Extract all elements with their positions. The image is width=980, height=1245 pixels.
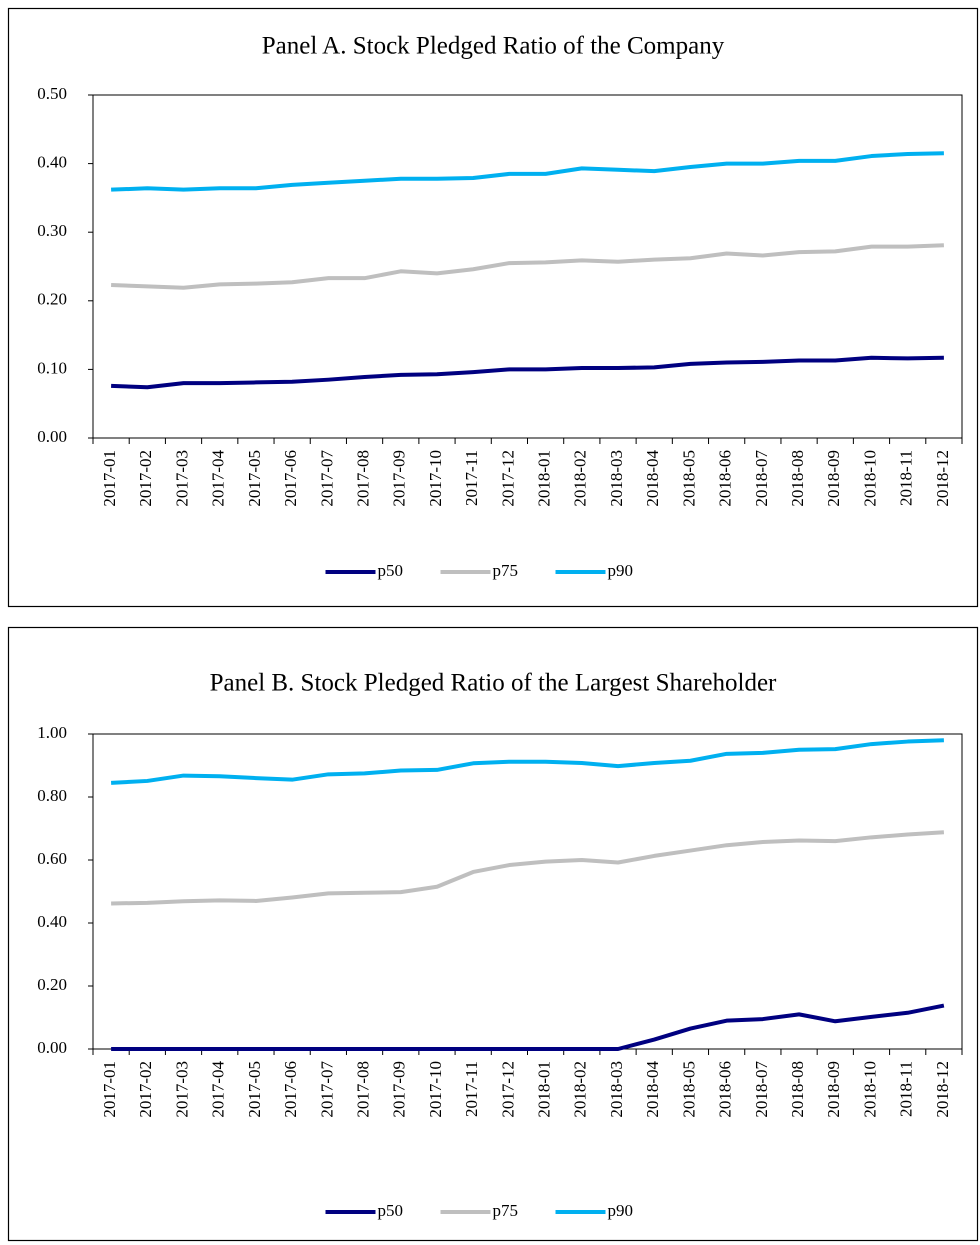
line-series	[111, 830, 945, 906]
x-tick-label: 2017-01	[100, 450, 119, 507]
x-tick-label: 2017-12	[498, 450, 517, 507]
plot-border	[92, 733, 963, 1050]
x-tick-label: 2018-12	[933, 450, 952, 507]
legend-label: p50	[378, 561, 404, 580]
y-tick-label: 0.20	[37, 975, 67, 994]
x-tick-label: 2018-04	[643, 450, 662, 507]
y-tick-label: 0.10	[37, 358, 67, 377]
chart-title: Panel A. Stock Pledged Ratio of the Comp…	[262, 33, 725, 60]
x-tick-label: 2017-08	[353, 450, 372, 507]
x-tick-label: 2017-08	[353, 1061, 372, 1118]
line-series	[111, 151, 944, 192]
x-tick-label: 2018-11	[897, 450, 916, 506]
x-tick-label: 2017-05	[245, 450, 264, 507]
y-tick-label: 0.40	[37, 912, 67, 931]
x-tick-label: 2018-05	[679, 1061, 698, 1118]
line-series	[111, 355, 944, 390]
y-tick-label: 0.20	[37, 290, 67, 309]
legend-label: p50	[378, 1201, 404, 1220]
x-tick-label: 2017-06	[281, 1061, 300, 1118]
x-tick-label: 2017-03	[172, 450, 191, 507]
x-tick-label: 2017-07	[317, 1061, 336, 1118]
x-tick-label: 2018-01	[535, 1061, 554, 1118]
x-tick-label: 2017-12	[498, 1061, 517, 1118]
y-tick-label: 0.40	[37, 153, 67, 172]
y-tick-label: 0.30	[37, 221, 67, 240]
y-tick-label: 0.80	[37, 786, 67, 805]
x-tick-label: 2018-03	[607, 1061, 626, 1118]
x-tick-label: 2017-11	[462, 1061, 481, 1117]
legend-label: p75	[493, 1201, 519, 1220]
legend-label: p90	[608, 561, 634, 580]
x-tick-label: 2018-06	[716, 450, 735, 507]
x-tick-label: 2017-04	[209, 1061, 228, 1118]
panel-border	[7, 7, 979, 608]
x-tick-label: 2018-01	[535, 450, 554, 507]
x-tick-label: 2017-01	[100, 1061, 119, 1118]
x-tick-label: 2018-02	[571, 1061, 590, 1118]
x-tick-label: 2017-02	[136, 1061, 155, 1118]
x-tick-label: 2017-07	[317, 450, 336, 507]
x-tick-label: 2018-10	[860, 450, 879, 507]
x-tick-label: 2018-10	[860, 1061, 879, 1118]
x-tick-label: 2018-12	[933, 1061, 952, 1118]
x-tick-label: 2017-09	[390, 450, 409, 507]
x-tick-label: 2018-09	[824, 1061, 843, 1118]
y-tick-label: 1.00	[37, 723, 67, 742]
x-tick-label: 2018-07	[752, 450, 771, 507]
line-series	[111, 243, 944, 290]
y-tick-label: 0.00	[37, 427, 67, 446]
x-tick-label: 2018-11	[897, 1061, 916, 1117]
x-tick-label: 2017-04	[209, 450, 228, 507]
line-series	[111, 1003, 945, 1051]
x-tick-label: 2018-02	[571, 450, 590, 507]
x-tick-label: 2018-03	[607, 450, 626, 507]
x-tick-label: 2017-05	[245, 1061, 264, 1118]
x-tick-label: 2018-05	[679, 450, 698, 507]
x-tick-label: 2017-03	[172, 1061, 191, 1118]
x-tick-label: 2018-08	[788, 1061, 807, 1118]
panel-border	[7, 626, 979, 1242]
legend-label: p90	[608, 1201, 634, 1220]
x-tick-label: 2017-02	[136, 450, 155, 507]
x-tick-label: 2018-09	[824, 450, 843, 507]
x-tick-label: 2017-06	[281, 450, 300, 507]
x-tick-label: 2018-07	[752, 1061, 771, 1118]
x-tick-label: 2017-10	[426, 450, 445, 507]
y-tick-label: 0.60	[37, 849, 67, 868]
y-tick-label: 0.50	[37, 84, 67, 103]
line-series	[110, 738, 944, 785]
x-tick-label: 2018-04	[643, 1061, 662, 1118]
legend-label: p75	[493, 561, 519, 580]
x-tick-label: 2018-06	[716, 1061, 735, 1118]
y-tick-label: 0.00	[37, 1038, 67, 1057]
plot-border	[92, 94, 963, 439]
x-tick-label: 2017-11	[462, 450, 481, 506]
x-tick-label: 2018-08	[788, 450, 807, 507]
x-tick-label: 2017-09	[390, 1061, 409, 1118]
chart-title: Panel B. Stock Pledged Ratio of the Larg…	[210, 670, 777, 697]
x-tick-label: 2017-10	[426, 1061, 445, 1118]
